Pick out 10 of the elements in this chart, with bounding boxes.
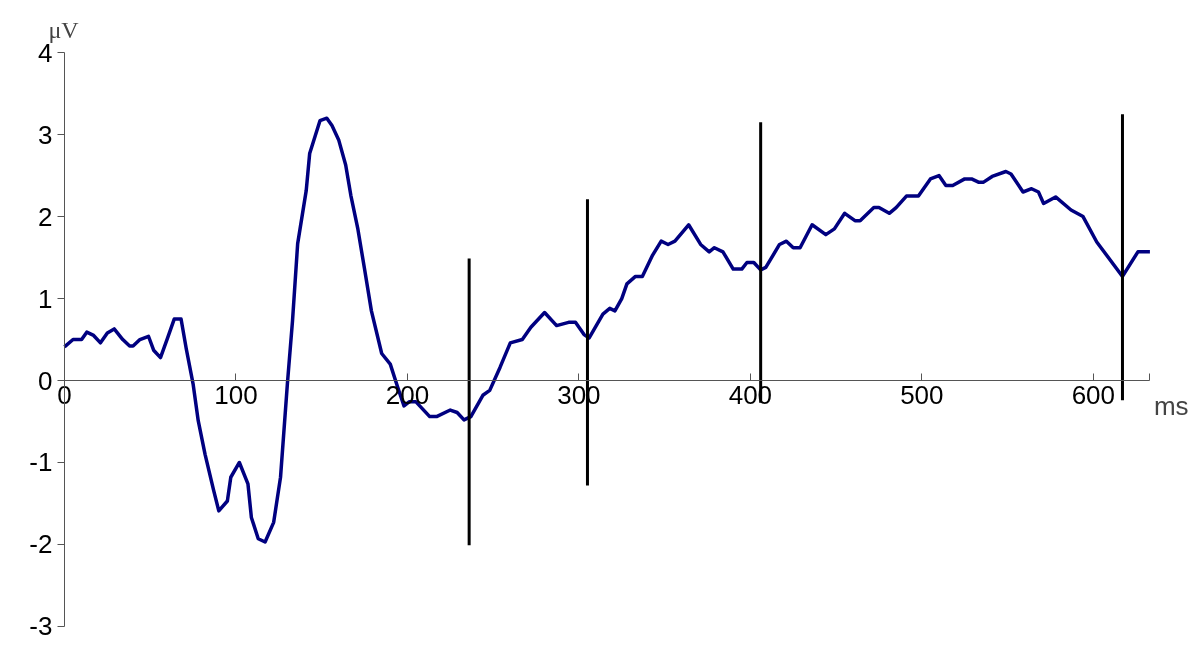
x-tick-label: 100 <box>214 379 258 410</box>
x-axis-title: ms <box>1153 390 1189 421</box>
y-tick-label: 3 <box>38 119 53 150</box>
y-tick-label: -1 <box>29 447 53 478</box>
y-tick-label: 2 <box>38 201 53 232</box>
x-tick-label: 500 <box>900 379 944 410</box>
y-tick-label: -3 <box>29 611 53 642</box>
y-tick-label: -2 <box>29 529 53 560</box>
y-tick-label: 1 <box>38 283 53 314</box>
x-tick-label: 600 <box>1071 379 1116 410</box>
